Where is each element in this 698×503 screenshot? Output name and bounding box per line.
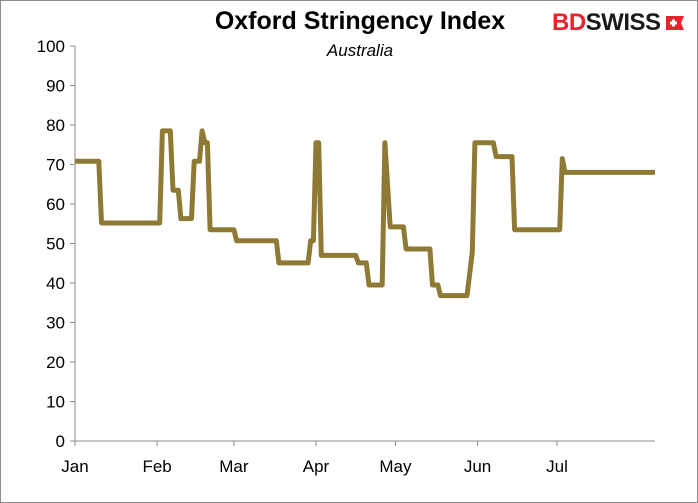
logo-swiss-text: SWISS — [585, 9, 661, 36]
y-tick-label: 70 — [46, 156, 65, 175]
x-tick-label: Jan — [61, 457, 88, 476]
x-tick-label: May — [379, 457, 412, 476]
x-tick-label: Feb — [142, 457, 171, 476]
x-tick-label: Jun — [464, 457, 491, 476]
axes-group: 0 10 20 30 40 50 60 70 80 90 100 Jan Feb Mar Apr May Jun… — [37, 37, 655, 476]
y-tick-label: 30 — [46, 314, 65, 333]
chart-subtitle: Australia — [326, 41, 394, 60]
y-tick-label: 20 — [46, 353, 65, 372]
y-tick-label: 10 — [46, 393, 65, 412]
plot-group — [75, 128, 655, 299]
logo-bd-text: BD — [552, 9, 586, 36]
chart-title: Oxford Stringency Index — [214, 7, 506, 35]
bdswiss-logo: BD SWISS — [552, 9, 686, 37]
swiss-flag-icon — [665, 16, 684, 30]
y-tick-label: 80 — [46, 116, 65, 135]
y-tick-label: 0 — [56, 432, 65, 451]
x-tick-label: Jul — [546, 457, 568, 476]
x-tick-label: Apr — [303, 457, 330, 476]
y-tick-label: 90 — [46, 77, 65, 96]
y-tick-label: 40 — [46, 274, 65, 293]
y-tick-label: 100 — [37, 37, 65, 56]
y-tick-label: 50 — [46, 235, 65, 254]
y-tick-label: 60 — [46, 195, 65, 214]
series-line — [75, 128, 655, 299]
x-tick-label: Mar — [219, 457, 249, 476]
